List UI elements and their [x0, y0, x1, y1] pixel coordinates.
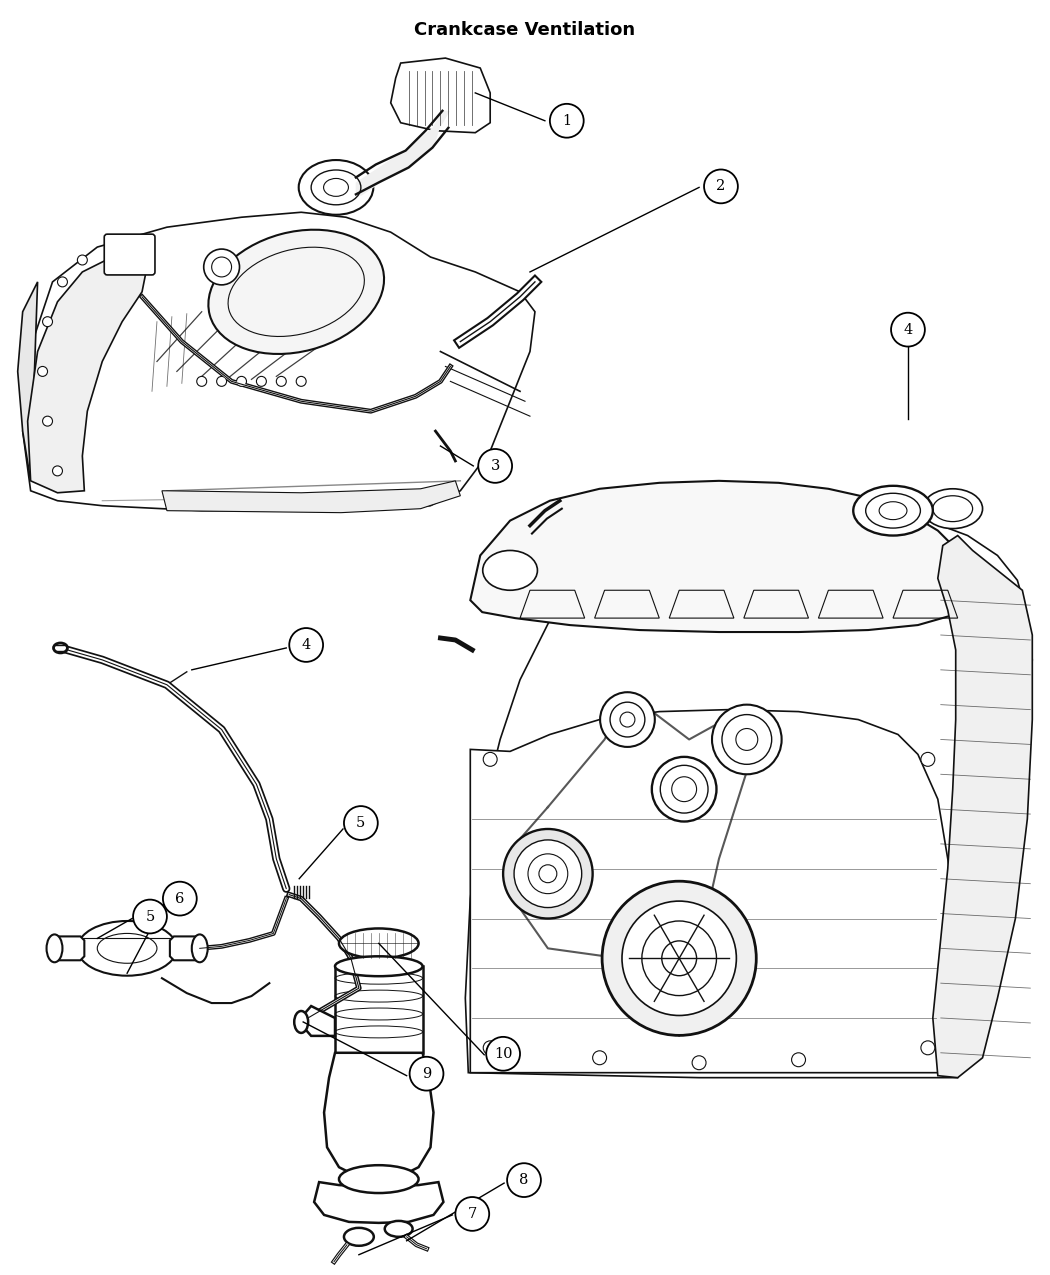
Polygon shape — [162, 481, 460, 513]
Polygon shape — [170, 936, 196, 960]
Circle shape — [705, 170, 738, 203]
Circle shape — [921, 1040, 934, 1054]
Circle shape — [550, 103, 584, 138]
Circle shape — [456, 1197, 489, 1230]
Circle shape — [478, 449, 512, 483]
Polygon shape — [470, 710, 958, 1072]
Polygon shape — [27, 254, 147, 492]
Circle shape — [296, 376, 307, 386]
Circle shape — [483, 752, 497, 766]
FancyBboxPatch shape — [104, 235, 155, 275]
Polygon shape — [314, 1182, 443, 1223]
Circle shape — [289, 629, 323, 662]
Circle shape — [276, 376, 287, 386]
Circle shape — [921, 752, 934, 766]
Circle shape — [344, 806, 378, 840]
Ellipse shape — [298, 161, 374, 214]
Ellipse shape — [384, 1221, 413, 1237]
Ellipse shape — [294, 1011, 308, 1033]
Circle shape — [163, 882, 196, 915]
Text: 5: 5 — [356, 816, 365, 830]
Text: 10: 10 — [494, 1047, 512, 1061]
Ellipse shape — [602, 881, 756, 1035]
Circle shape — [43, 316, 53, 326]
Ellipse shape — [46, 935, 62, 963]
Text: 5: 5 — [145, 909, 154, 923]
Polygon shape — [932, 536, 1032, 1077]
Polygon shape — [465, 499, 1032, 1077]
Ellipse shape — [344, 1228, 374, 1246]
Text: 3: 3 — [490, 459, 500, 473]
Circle shape — [592, 1051, 607, 1065]
Ellipse shape — [923, 488, 983, 529]
Ellipse shape — [339, 1165, 419, 1193]
Ellipse shape — [601, 692, 655, 747]
Polygon shape — [304, 1006, 335, 1035]
Polygon shape — [58, 936, 84, 960]
Circle shape — [891, 312, 925, 347]
Circle shape — [236, 376, 247, 386]
Circle shape — [507, 1163, 541, 1197]
Circle shape — [58, 277, 67, 287]
Ellipse shape — [483, 551, 538, 590]
Text: 4: 4 — [301, 638, 311, 652]
Ellipse shape — [652, 757, 716, 821]
Text: Crankcase Ventilation: Crankcase Ventilation — [415, 22, 635, 40]
Text: 6: 6 — [175, 891, 185, 905]
Polygon shape — [324, 1053, 434, 1179]
Text: 8: 8 — [520, 1173, 529, 1187]
Polygon shape — [23, 212, 534, 511]
Circle shape — [483, 1040, 497, 1054]
Ellipse shape — [54, 643, 67, 653]
Circle shape — [216, 376, 227, 386]
Ellipse shape — [339, 928, 419, 959]
Circle shape — [486, 1037, 520, 1071]
Circle shape — [43, 416, 53, 426]
Polygon shape — [391, 59, 490, 133]
Ellipse shape — [503, 829, 592, 918]
Circle shape — [410, 1057, 443, 1090]
Text: 4: 4 — [903, 323, 912, 337]
Circle shape — [204, 249, 239, 284]
Ellipse shape — [192, 935, 208, 963]
Circle shape — [256, 376, 267, 386]
Polygon shape — [470, 481, 968, 632]
Circle shape — [52, 465, 62, 476]
Text: 9: 9 — [422, 1067, 432, 1081]
Ellipse shape — [208, 230, 384, 354]
Circle shape — [78, 255, 87, 265]
Text: 2: 2 — [716, 180, 726, 194]
Circle shape — [196, 376, 207, 386]
Ellipse shape — [335, 956, 422, 977]
Circle shape — [692, 1056, 706, 1070]
Ellipse shape — [622, 901, 736, 1015]
Ellipse shape — [712, 705, 781, 774]
Ellipse shape — [78, 921, 176, 975]
Circle shape — [792, 1053, 805, 1067]
Circle shape — [38, 366, 47, 376]
Ellipse shape — [854, 486, 932, 536]
Text: 7: 7 — [467, 1207, 477, 1221]
Circle shape — [133, 900, 167, 933]
Ellipse shape — [514, 840, 582, 908]
Polygon shape — [18, 282, 38, 481]
Text: 1: 1 — [562, 113, 571, 128]
